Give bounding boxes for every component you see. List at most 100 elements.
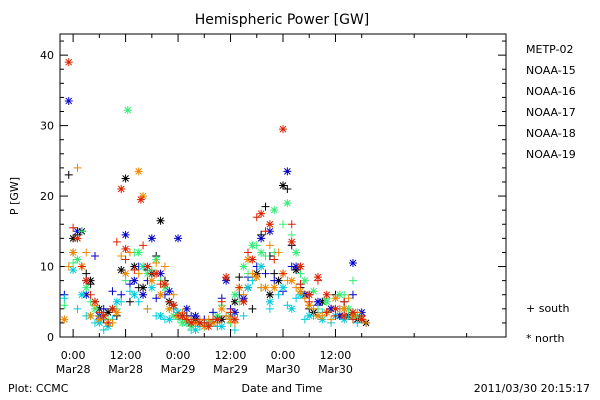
north-point bbox=[230, 315, 239, 324]
south-point bbox=[252, 213, 261, 222]
north-point bbox=[121, 269, 130, 278]
north-point bbox=[156, 311, 165, 320]
y-tick-label: 0 bbox=[47, 331, 54, 344]
north-point bbox=[121, 174, 130, 183]
north-point bbox=[69, 248, 78, 257]
x-tick-time-label: 0:00 bbox=[271, 349, 296, 362]
x-axis-label: Date and Time bbox=[242, 382, 323, 395]
north-point bbox=[283, 199, 292, 208]
south-point bbox=[117, 251, 126, 260]
south-point bbox=[244, 248, 253, 257]
north-point bbox=[174, 234, 183, 243]
north-point bbox=[123, 106, 132, 115]
north-point bbox=[265, 290, 274, 299]
x-tick-time-label: 12:00 bbox=[320, 349, 352, 362]
south-point bbox=[235, 273, 244, 282]
north-point bbox=[121, 244, 130, 253]
south-point bbox=[108, 287, 117, 296]
south-point bbox=[112, 237, 121, 246]
north-point bbox=[313, 273, 322, 282]
south-point bbox=[265, 304, 274, 313]
north-point bbox=[279, 283, 287, 292]
north-point bbox=[257, 262, 266, 271]
north-point bbox=[300, 276, 309, 285]
north-point bbox=[331, 304, 340, 313]
south-point bbox=[121, 276, 130, 285]
x-tick-time-label: 0:00 bbox=[166, 349, 191, 362]
north-point bbox=[217, 322, 226, 331]
x-tick-date-label: Mar30 bbox=[318, 363, 353, 376]
south-point bbox=[217, 297, 226, 306]
south-point bbox=[248, 276, 257, 285]
south-point bbox=[73, 304, 82, 313]
north-point bbox=[134, 167, 143, 176]
north-point bbox=[313, 311, 322, 320]
legend-entry-noaa-15: NOAA-15 bbox=[526, 64, 576, 77]
south-point bbox=[165, 297, 174, 306]
south-point bbox=[305, 297, 314, 306]
x-tick-date-label: Mar29 bbox=[213, 363, 248, 376]
north-point bbox=[265, 227, 274, 236]
north-point bbox=[73, 234, 82, 243]
y-tick-label: 20 bbox=[40, 190, 54, 203]
north-point bbox=[287, 276, 296, 285]
north-point bbox=[335, 290, 344, 299]
north-point bbox=[90, 297, 99, 306]
north-point bbox=[117, 185, 126, 194]
north-point bbox=[213, 315, 222, 324]
north-point bbox=[108, 304, 117, 313]
south-point bbox=[69, 223, 78, 232]
north-point bbox=[287, 237, 296, 246]
south-point bbox=[226, 308, 235, 317]
legend-entry-noaa-18: NOAA-18 bbox=[526, 127, 576, 140]
north-point bbox=[222, 273, 231, 282]
north-point bbox=[169, 311, 178, 320]
south-point bbox=[182, 315, 191, 324]
south-point bbox=[230, 325, 239, 334]
north-point bbox=[191, 325, 200, 334]
south-point bbox=[82, 269, 91, 278]
south-point bbox=[274, 290, 283, 299]
north-point bbox=[331, 294, 340, 303]
south-point bbox=[270, 269, 279, 278]
north-point bbox=[279, 181, 287, 190]
north-point bbox=[69, 234, 78, 243]
south-point bbox=[327, 315, 336, 324]
x-tick-time-label: 12:00 bbox=[215, 349, 247, 362]
north-point bbox=[156, 216, 165, 225]
north-point bbox=[279, 125, 287, 134]
x-tick-date-label: Mar28 bbox=[108, 363, 143, 376]
north-point bbox=[217, 315, 226, 324]
north-point bbox=[309, 287, 318, 296]
south-point bbox=[283, 185, 292, 194]
south-point bbox=[90, 251, 99, 260]
north-point bbox=[139, 192, 148, 201]
north-point bbox=[77, 290, 86, 299]
north-point bbox=[283, 167, 292, 176]
south-point bbox=[160, 262, 169, 271]
south-point bbox=[239, 290, 248, 299]
south-point bbox=[77, 227, 86, 236]
north-point bbox=[112, 297, 121, 306]
north-point bbox=[217, 304, 226, 313]
legend-entry-noaa-19: NOAA-19 bbox=[526, 148, 576, 161]
north-point bbox=[160, 280, 169, 289]
north-point bbox=[187, 318, 196, 327]
north-point bbox=[318, 297, 327, 306]
south-point bbox=[222, 311, 231, 320]
footer-timestamp: 2011/03/30 20:15:17 bbox=[474, 382, 590, 395]
north-point bbox=[112, 308, 121, 317]
north-point bbox=[248, 241, 257, 250]
north-point bbox=[156, 290, 165, 299]
north-point bbox=[340, 304, 349, 313]
north-point bbox=[104, 308, 113, 317]
south-point bbox=[261, 251, 270, 260]
south-point bbox=[248, 269, 257, 278]
north-point bbox=[147, 283, 156, 292]
north-point bbox=[178, 318, 187, 327]
south-point bbox=[331, 311, 340, 320]
south-point bbox=[191, 315, 200, 324]
legend-entry-noaa-17: NOAA-17 bbox=[526, 106, 576, 119]
north-point bbox=[130, 276, 139, 285]
north-point bbox=[139, 290, 148, 299]
